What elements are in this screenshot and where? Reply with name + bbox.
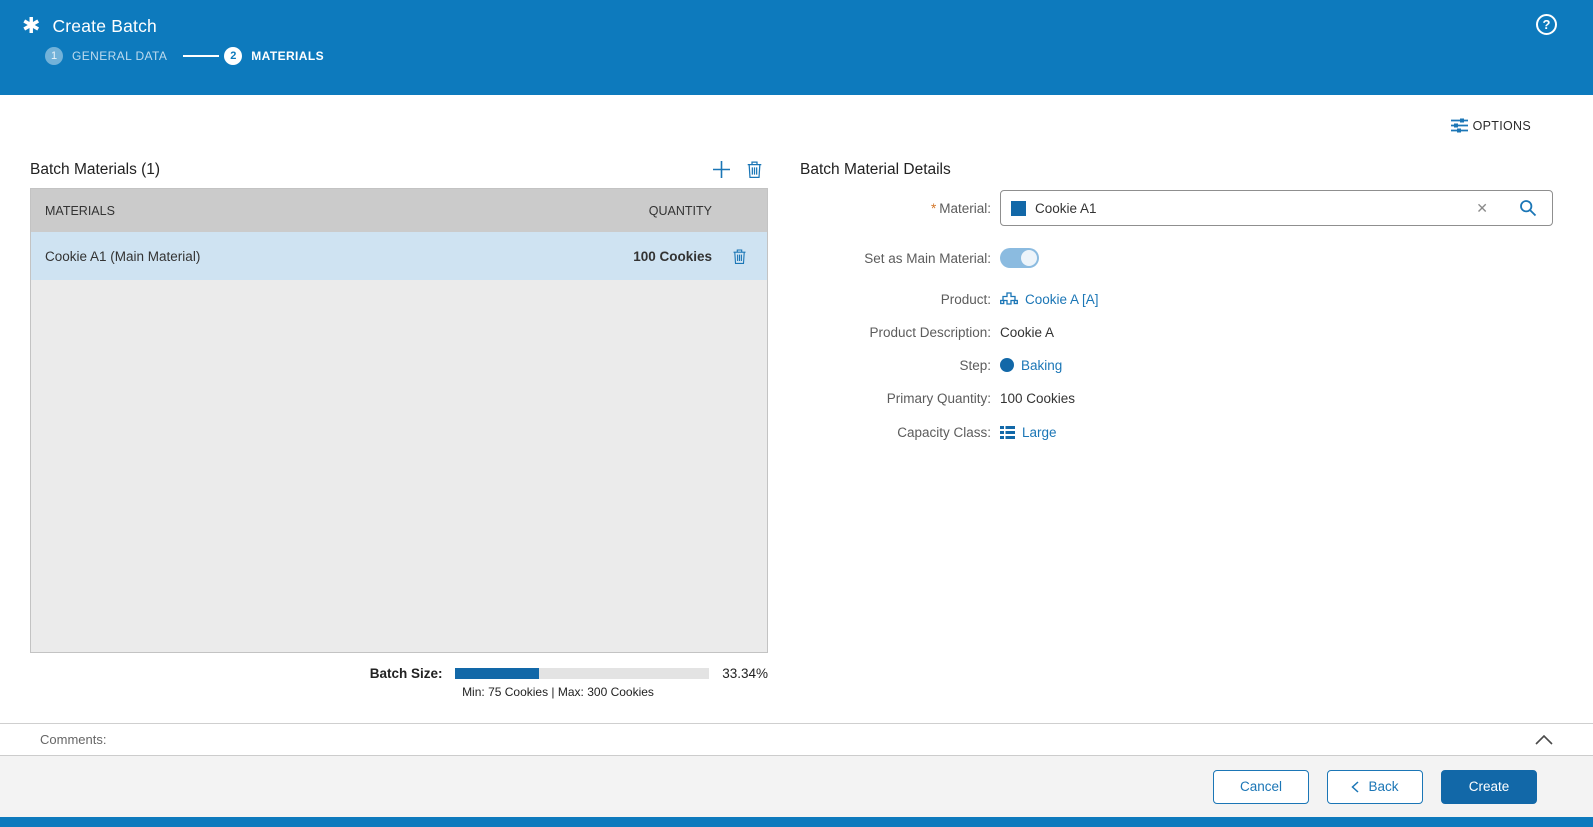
chevron-up-icon[interactable] [1535,732,1553,750]
batch-materials-title: Batch Materials (1) [30,161,161,178]
table-empty-area [31,280,767,652]
material-type-icon [1011,200,1026,216]
table-row[interactable]: Cookie A1 (Main Material) 100 Cookies [31,232,767,280]
help-icon[interactable]: ? [1536,14,1557,35]
cancel-button[interactable]: Cancel [1213,769,1309,804]
step-connector [183,55,220,57]
column-materials: MATERIALS [45,203,115,218]
product-description-value: Cookie A [1000,324,1055,340]
capacity-class-label: Capacity Class: [897,424,991,440]
row-delete-button[interactable] [712,248,767,264]
product-value: Cookie A [A] [1025,291,1099,307]
create-button[interactable]: Create [1441,769,1537,804]
batch-size-label: Batch Size: [369,666,443,681]
step-label: GENERAL DATA [72,49,168,63]
capacity-class-value: Large [1022,424,1057,440]
product-description-label: Product Description: [869,324,991,340]
header: ✱ Create Batch ? 1 GENERAL DATA 2 MATERI… [0,0,1593,95]
wizard-steps: 1 GENERAL DATA 2 MATERIALS [0,47,1593,65]
chevron-left-icon [1351,780,1359,793]
batch-material-details-panel: Batch Material Details * Material: Cookie… [800,147,1562,442]
details-title: Batch Material Details [800,161,951,178]
options-button[interactable]: OPTIONS [1450,118,1531,133]
step-number: 2 [224,47,243,65]
materials-table: MATERIALS QUANTITY Cookie A1 (Main Mater… [30,188,768,653]
comments-section: Comments: [0,723,1593,755]
material-label: * Material: [930,200,991,216]
material-value: Cookie A1 [1035,200,1097,216]
batch-size-range: Min: 75 Cookies | Max: 300 Cookies [462,685,654,699]
batch-size-percent: 33.34% [722,666,768,681]
clear-icon[interactable]: ✕ [1476,199,1488,216]
column-quantity: QUANTITY [648,203,712,218]
app-asterisk-icon: ✱ [22,13,41,38]
footer: Cancel Back Create [0,755,1593,817]
bottom-accent-bar [0,817,1593,827]
comments-label: Comments: [40,732,107,747]
step-label: MATERIALS [251,49,324,63]
batch-materials-panel: Batch Materials (1) [30,147,768,699]
main-material-toggle[interactable] [1000,248,1039,268]
row-material-name: Cookie A1 (Main Material) [45,248,201,264]
add-material-button[interactable] [712,160,731,179]
capacity-class-link[interactable]: Large [1000,425,1057,440]
materials-table-header: MATERIALS QUANTITY [31,189,767,232]
product-icon [1000,291,1018,307]
row-quantity: 100 Cookies [633,248,712,264]
primary-quantity-label: Primary Quantity: [886,390,991,406]
batch-size-progressbar [454,668,710,679]
delete-material-button[interactable] [747,161,762,178]
step-status-icon [1000,358,1014,372]
back-button[interactable]: Back [1327,769,1423,804]
product-link[interactable]: Cookie A [A] [1000,292,1099,307]
page-title: Create Batch [52,15,157,36]
main-material-label: Set as Main Material: [864,250,991,266]
step-general-data[interactable]: 1 GENERAL DATA [45,47,167,65]
step-materials[interactable]: 2 MATERIALS [224,47,324,65]
step-value: Baking [1021,357,1063,373]
main-content: OPTIONS Batch Materials (1) [0,95,1593,723]
step-label: Step: [959,357,991,373]
options-label: OPTIONS [1472,118,1531,133]
step-number: 1 [45,47,63,65]
product-label: Product: [940,291,991,307]
batch-size-fill [454,668,540,679]
options-sliders-icon [1450,118,1468,133]
capacity-class-icon [1000,425,1015,439]
search-icon[interactable] [1519,199,1537,217]
step-link[interactable]: Baking [1000,358,1062,373]
required-mark: * [930,200,937,216]
material-input[interactable]: Cookie A1 ✕ [1000,190,1553,226]
primary-quantity-value: 100 Cookies [1000,390,1076,406]
batch-size-section: Batch Size: 33.34% Min: 75 Cookies | Max… [30,666,768,699]
